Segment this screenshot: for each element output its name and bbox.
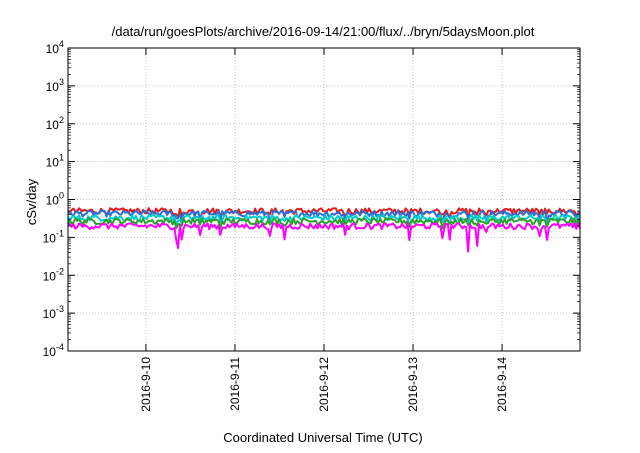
y-tick-label: 10-2 [43,266,64,283]
y-axis-label: cSv/day [24,178,39,225]
plot-frame [67,47,581,352]
y-tick-label: 104 [46,39,64,56]
y-tick-label: 100 [46,191,64,208]
x-tick-label: 2016-9-13 [406,357,420,412]
y-tick-label: 101 [46,153,64,170]
x-tick-label: 2016-9-12 [317,357,331,412]
y-tick-label: 103 [46,77,64,94]
x-tick-label: 2016-9-14 [495,357,509,412]
series-line [67,209,581,223]
x-axis-label: Coordinated Universal Time (UTC) [223,430,422,445]
y-tick-label: 10-3 [43,304,64,321]
series-line [67,222,581,253]
series-layer [67,207,581,253]
y-tick-label: 10-1 [43,228,64,245]
chart-title: /data/run/goesPlots/archive/2016-09-14/2… [112,24,535,39]
grid [68,48,580,351]
x-tick-label: 2016-9-11 [228,357,242,411]
axes [67,47,581,352]
y-tick-label: 10-4 [43,342,64,359]
series-line [67,217,581,230]
tick-labels: 10-4 10-3 10-2 10-1 100 101 102 103 104 2016-9-10… [43,39,509,412]
x-tick-label: 2016-9-10 [139,357,153,412]
series-line [67,214,581,227]
y-tick-label: 102 [46,115,64,132]
